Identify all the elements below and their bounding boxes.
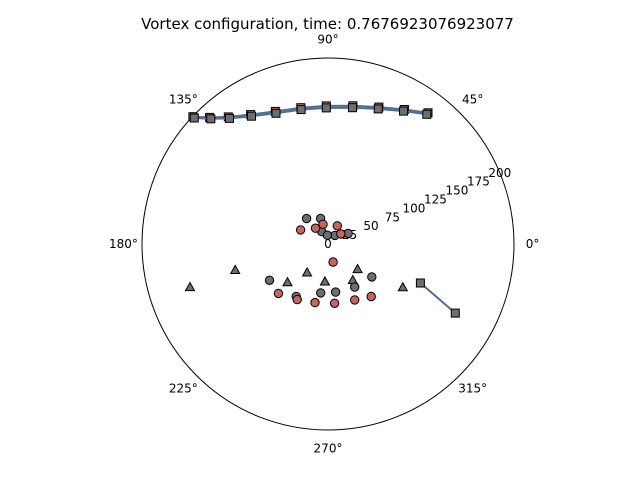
square-marker (321, 103, 331, 113)
circle-marker (332, 221, 342, 231)
circle-marker (318, 219, 328, 230)
circle-marker (264, 275, 275, 285)
circle-marker (316, 288, 326, 298)
angle-tick-label: 315° (458, 382, 487, 396)
square-marker (399, 106, 408, 116)
circle-marker (336, 229, 346, 239)
square-marker (450, 308, 460, 318)
radial-tick-label: 0 (324, 237, 332, 251)
square-marker (296, 105, 306, 115)
triangle-marker (319, 275, 331, 286)
series-line (419, 282, 456, 314)
chart-title: Vortex configuration, time: 0.7676923076… (141, 15, 514, 33)
circle-marker (350, 295, 360, 305)
triangle-marker (397, 281, 409, 292)
circle-marker (295, 225, 306, 235)
circle-marker (322, 230, 333, 240)
square-marker (373, 104, 383, 114)
triangle-marker (282, 276, 293, 287)
square-marker (189, 113, 199, 123)
angle-tick-label: 270° (314, 442, 343, 456)
square-marker (247, 111, 256, 121)
radial-tick-label: 175 (467, 175, 490, 189)
radial-tick-label: 50 (363, 219, 378, 233)
square-marker (206, 114, 216, 124)
angle-tick-label: 180° (109, 237, 138, 251)
square-marker (348, 103, 357, 113)
square-marker (415, 278, 425, 288)
circle-marker (329, 298, 340, 308)
triangle-marker (301, 266, 313, 277)
circle-marker (310, 297, 320, 308)
circle-marker (310, 223, 321, 233)
circle-marker (330, 287, 341, 297)
polar-frame (141, 57, 515, 431)
angle-tick-label: 225° (169, 382, 198, 396)
triangle-marker (229, 264, 241, 274)
series-layer (184, 101, 460, 318)
radial-tick-label: 75 (385, 210, 400, 224)
square-marker (225, 113, 234, 123)
circle-marker (328, 257, 338, 267)
square-marker (271, 108, 281, 118)
triangle-marker (352, 263, 363, 274)
circle-marker (273, 288, 284, 299)
radial-tick-labels: 0255075100125150175200 (324, 166, 511, 251)
radial-tick-label: 200 (488, 166, 511, 180)
circle-marker (292, 294, 302, 305)
radial-tick-label: 100 (402, 201, 425, 215)
square-marker (422, 109, 432, 119)
circle-marker (367, 272, 377, 282)
circle-marker (366, 291, 376, 302)
circle-marker (350, 282, 360, 292)
angle-tick-labels: 0° 45° 90° 135° 180° 225° 270° 315° (109, 32, 539, 455)
angle-tick-label: 45° (462, 92, 483, 106)
radial-tick-label: 150 (445, 184, 468, 198)
angle-tick-label: 0° (526, 237, 540, 251)
angle-tick-label: 90° (317, 32, 338, 46)
angle-tick-label: 135° (169, 92, 198, 106)
circle-marker (301, 213, 312, 224)
radial-tick-label: 125 (424, 193, 447, 207)
triangle-marker (184, 281, 196, 292)
triangle-marker (347, 274, 359, 285)
